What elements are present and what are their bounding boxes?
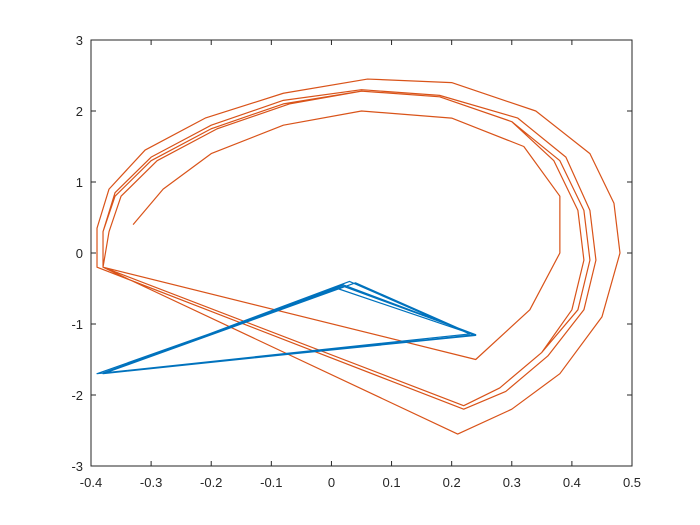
x-tick-label: 0 <box>328 475 335 490</box>
x-tick-label: -0.3 <box>140 475 162 490</box>
y-tick-label: 3 <box>76 33 83 48</box>
x-tick-label: 0.4 <box>563 475 581 490</box>
x-tick-label: 0.3 <box>503 475 521 490</box>
y-tick-label: 1 <box>76 175 83 190</box>
x-tick-label: 0.5 <box>623 475 641 490</box>
data-line <box>96 78 621 435</box>
x-tick-label: -0.1 <box>260 475 282 490</box>
x-tick-label: -0.4 <box>80 475 102 490</box>
y-tick-label: -2 <box>71 388 83 403</box>
y-tick-label: -3 <box>71 459 83 474</box>
data-line <box>96 280 477 375</box>
y-tick-label: 0 <box>76 246 83 261</box>
y-tick-label: 2 <box>76 104 83 119</box>
y-tick-label: -1 <box>71 317 83 332</box>
plot-area <box>91 40 632 466</box>
x-tick-label: 0.1 <box>383 475 401 490</box>
x-tick-label: -0.2 <box>200 475 222 490</box>
x-tick-label: 0.2 <box>443 475 461 490</box>
